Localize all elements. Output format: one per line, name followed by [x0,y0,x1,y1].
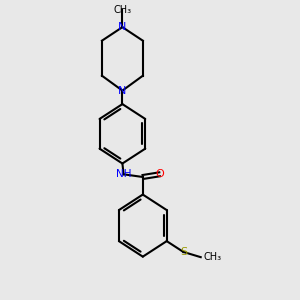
Text: N: N [118,85,127,96]
Text: NH: NH [116,169,131,179]
Text: CH₃: CH₃ [113,4,131,15]
Text: O: O [155,169,164,179]
Text: N: N [118,22,127,32]
Text: CH₃: CH₃ [204,252,222,262]
Text: S: S [180,247,187,257]
